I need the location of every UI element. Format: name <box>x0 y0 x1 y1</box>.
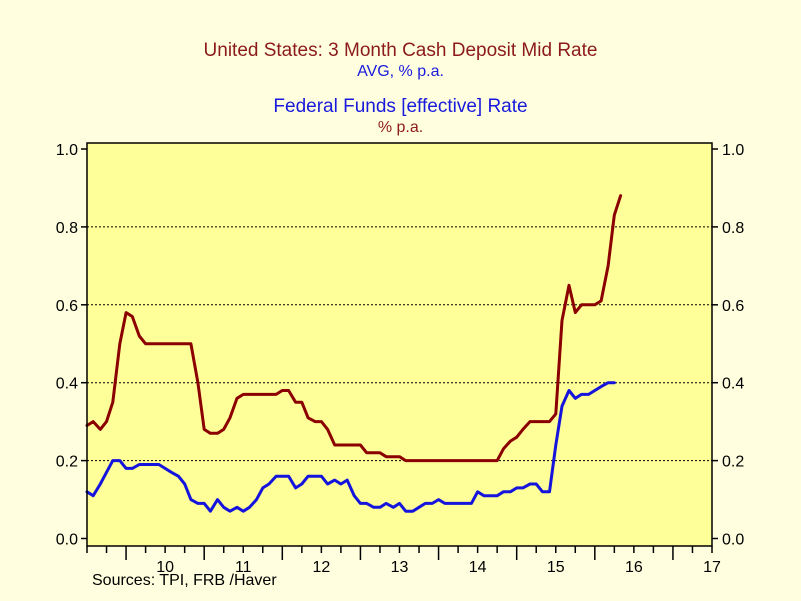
y-tick-label-right: 0.2 <box>722 454 744 471</box>
x-tick-label: 12 <box>312 559 330 576</box>
y-tick-label-right: 0.6 <box>722 298 744 315</box>
y-tick-label-right: 0.8 <box>722 220 744 237</box>
x-tick-label: 14 <box>469 559 487 576</box>
series-line-1 <box>85 194 623 463</box>
chart-title-1: United States: 3 Month Cash Deposit Mid … <box>203 40 598 61</box>
chart-title-2: Federal Funds [effective] Rate <box>273 96 528 117</box>
y-tick-label-right: 1.0 <box>722 142 744 159</box>
x-tick-label: 13 <box>391 559 409 576</box>
y-tick-label-left: 0.8 <box>56 220 78 237</box>
x-tick-label: 17 <box>703 559 721 576</box>
y-tick-label-left: 1.0 <box>56 142 78 159</box>
x-tick-label: 10 <box>156 559 174 576</box>
axes: 0.0 0.0 0.2 0.2 0.4 0.4 0.6 0.6 0.8 0.8 1.0 1.0 10 11… <box>56 142 745 576</box>
y-tick-label-left: 0.4 <box>56 376 78 393</box>
y-tick-label-left: 0.2 <box>56 454 78 471</box>
chart-subtitle-2: % p.a. <box>377 119 424 136</box>
chart-subtitle-1: AVG, % p.a. <box>357 63 444 80</box>
series-lines <box>85 194 623 513</box>
y-tick-label-left: 0.0 <box>56 532 78 549</box>
y-tick-label-left: 0.6 <box>56 298 78 315</box>
y-tick-label-right: 0.4 <box>722 376 744 393</box>
series-line-2 <box>85 381 616 513</box>
x-tick-label: 15 <box>547 559 565 576</box>
source-note: Sources: TPI, FRB /Haver <box>92 572 277 589</box>
gridlines <box>87 226 712 462</box>
x-tick-label: 11 <box>235 559 252 576</box>
y-tick-label-right: 0.0 <box>722 532 744 549</box>
x-tick-label: 16 <box>625 559 643 576</box>
